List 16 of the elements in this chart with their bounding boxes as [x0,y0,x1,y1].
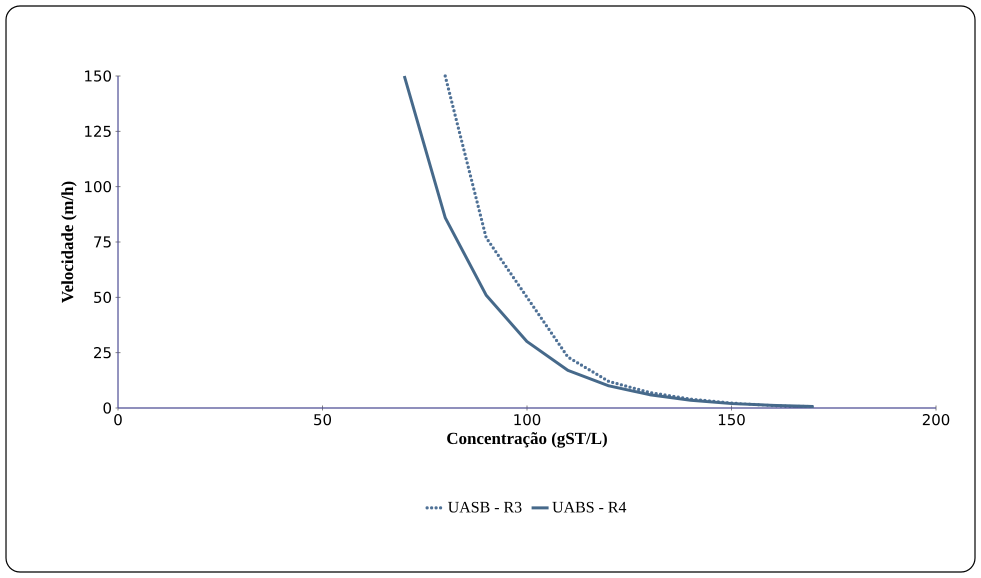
x-tick-label: 50 [314,414,332,426]
y-tick-label: 50 [94,292,112,303]
legend-label: UABS - R4 [552,502,626,513]
x-tick-label: 150 [718,414,745,426]
y-tick-label: 0 [103,402,112,414]
y-tick-label: 150 [85,70,111,82]
x-tick-label: 100 [514,414,540,426]
x-axis-title: Concentração (gST/L) [447,432,607,448]
y-tick-label: 125 [85,126,111,137]
x-tick-label: 0 [114,414,122,426]
legend-label: UASB - R3 [448,502,522,513]
x-tick-label: 200 [922,414,950,426]
y-tick-label: 25 [94,347,111,358]
y-axis-title: Velocidade (m/h) [61,182,77,303]
y-tick-label: 100 [85,181,111,192]
y-tick-label: 75 [94,236,111,248]
